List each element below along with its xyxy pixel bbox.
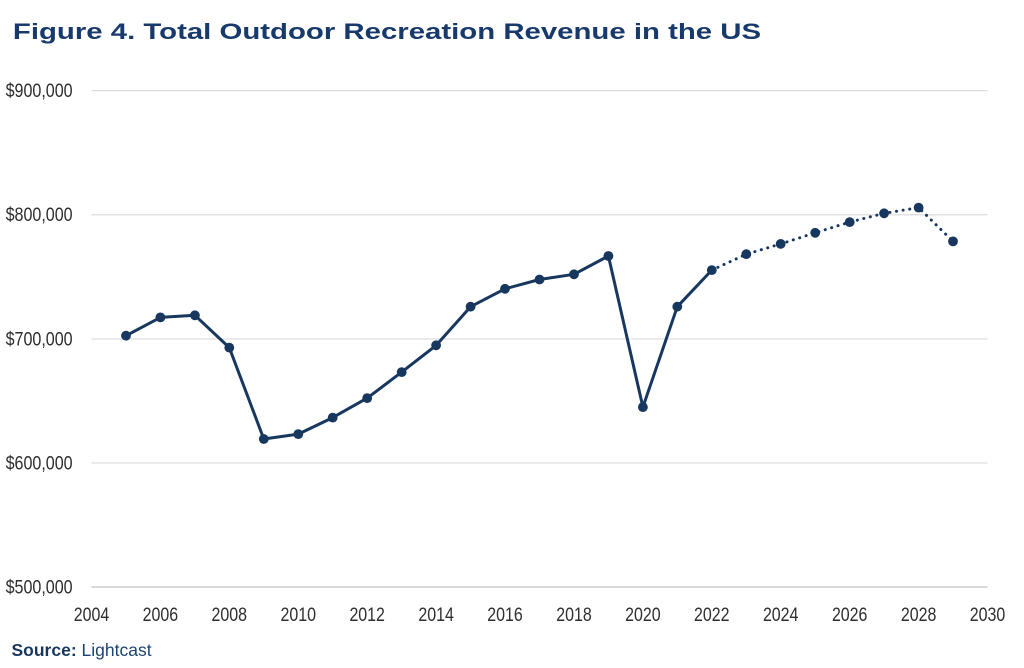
svg-text:$800,000: $800,000 (6, 205, 73, 226)
svg-text:Figure 4. Total Outdoor Recrea: Figure 4. Total Outdoor Recreation Reven… (13, 20, 761, 44)
svg-text:2010: 2010 (281, 605, 317, 626)
svg-text:2018: 2018 (556, 605, 592, 626)
svg-text:$600,000: $600,000 (6, 453, 73, 474)
svg-text:Source: Lightcast: Source: Lightcast (12, 640, 152, 660)
svg-text:2012: 2012 (349, 605, 385, 626)
svg-text:2006: 2006 (143, 605, 179, 626)
svg-text:2020: 2020 (625, 605, 661, 626)
svg-text:2028: 2028 (901, 605, 937, 626)
svg-text:2004: 2004 (74, 605, 110, 626)
svg-text:2030: 2030 (970, 605, 1006, 626)
svg-text:2014: 2014 (418, 605, 454, 626)
svg-text:$500,000: $500,000 (6, 577, 73, 598)
svg-text:$900,000: $900,000 (6, 81, 73, 102)
svg-text:2024: 2024 (763, 605, 799, 626)
svg-text:$700,000: $700,000 (6, 329, 73, 350)
svg-text:2016: 2016 (487, 605, 523, 626)
svg-text:2026: 2026 (832, 605, 868, 626)
svg-text:2022: 2022 (694, 605, 730, 626)
svg-text:2008: 2008 (212, 605, 248, 626)
